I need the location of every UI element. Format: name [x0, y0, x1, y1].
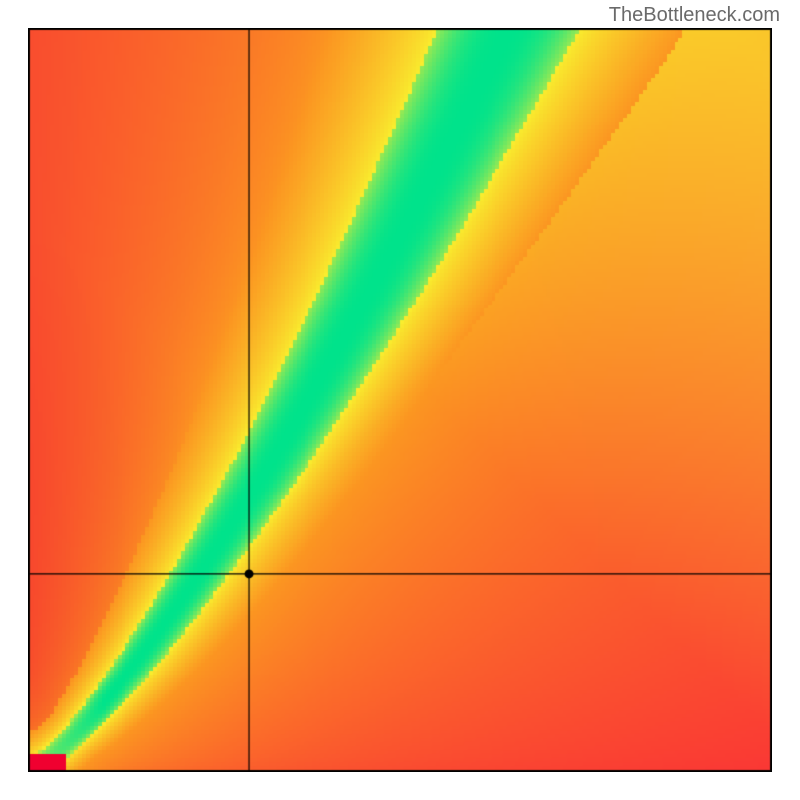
watermark-text: TheBottleneck.com: [609, 4, 780, 27]
bottleneck-heatmap: [28, 28, 772, 772]
